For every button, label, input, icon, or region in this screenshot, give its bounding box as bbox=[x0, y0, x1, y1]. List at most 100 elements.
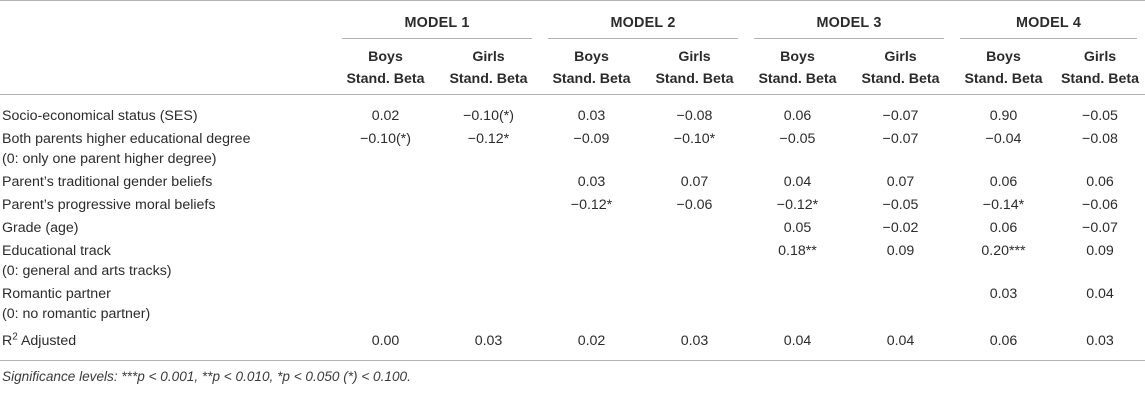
subheader-cell: Boys Stand. Beta bbox=[346, 48, 425, 87]
row-sublabel: (0: only one parent higher degree) bbox=[2, 150, 217, 167]
table-cell: −0.05 bbox=[779, 130, 816, 147]
table-cell: −0.07 bbox=[882, 107, 919, 124]
table-cell: 0.06 bbox=[989, 332, 1018, 349]
table-cell bbox=[437, 192, 540, 215]
r2-label: R2 Adjusted bbox=[2, 330, 77, 349]
model-4-header: MODEL 4 bbox=[1015, 14, 1082, 31]
model-4-rule bbox=[960, 37, 1137, 39]
table-cell: −0.10(*) bbox=[360, 130, 411, 147]
table-row: Socio-economical status (SES) 0.02 −0.10(*… bbox=[0, 94, 1145, 126]
subheader-cell: Girls Stand. Beta bbox=[861, 48, 940, 87]
row-sublabel: (0: general and arts tracks) bbox=[2, 262, 172, 279]
row-label: Both parents higher educational degree (0… bbox=[2, 130, 251, 167]
table-cell: 0.03 bbox=[577, 173, 606, 190]
regression-table-figure: MODEL 1 MODEL 2 MODEL 3 MODEL 4 Boys Stan… bbox=[0, 0, 1145, 384]
subheader-cell: Boys Stand. Beta bbox=[552, 48, 631, 87]
model-3-header: MODEL 3 bbox=[816, 14, 882, 31]
table-cell: −0.05 bbox=[882, 196, 919, 213]
row-sublabel: (0: no romantic partner) bbox=[2, 305, 151, 322]
table-cell: −0.02 bbox=[882, 219, 919, 236]
table-cell: −0.14* bbox=[982, 196, 1025, 213]
subheader-cell: Girls Stand. Beta bbox=[1060, 48, 1140, 87]
table-cell bbox=[643, 215, 746, 238]
table-cell bbox=[334, 169, 437, 192]
table-cell: 0.04 bbox=[783, 332, 812, 349]
table-cell: −0.07 bbox=[882, 130, 919, 147]
row-label: Parent’s traditional gender beliefs bbox=[2, 173, 213, 190]
table-cell bbox=[540, 238, 643, 281]
table-cell: 0.03 bbox=[989, 285, 1018, 302]
table-cell bbox=[334, 215, 437, 238]
table-cell: −0.12* bbox=[467, 130, 510, 147]
table-cell: 0.04 bbox=[886, 332, 915, 349]
significance-footnote: Significance levels: ***p < 0.001, **p <… bbox=[2, 368, 411, 384]
row-label: Parent’s progressive moral beliefs bbox=[2, 196, 216, 213]
table-cell bbox=[540, 281, 643, 324]
table-cell: 0.06 bbox=[989, 173, 1018, 190]
table-cell bbox=[643, 238, 746, 281]
table-cell: −0.06 bbox=[1082, 196, 1118, 213]
table-row: Parent’s traditional gender beliefs 0.03 0… bbox=[0, 169, 1145, 192]
table-cell: 0.02 bbox=[371, 107, 400, 124]
table-cell: 0.03 bbox=[680, 332, 709, 349]
table-cell: −0.08 bbox=[676, 107, 713, 124]
table-row: Both parents higher educational degree (0… bbox=[0, 126, 1145, 169]
model-1-header: MODEL 1 bbox=[404, 14, 470, 31]
table-cell: 0.09 bbox=[886, 242, 915, 259]
row-label: Socio-economical status (SES) bbox=[2, 107, 198, 124]
subheader-row: Boys Stand. Beta Girls Stand. Beta Boys Sta… bbox=[0, 39, 1145, 94]
subheader-cell: Boys Stand. Beta bbox=[964, 48, 1043, 87]
row-label: Romantic partner (0: no romantic partner) bbox=[2, 285, 151, 322]
table-cell: 0.03 bbox=[474, 332, 503, 349]
table-cell: −0.05 bbox=[1082, 107, 1118, 124]
table-cell: 0.06 bbox=[1086, 173, 1114, 190]
table-cell bbox=[334, 281, 437, 324]
table-row: Educational track (0: general and arts tr… bbox=[0, 238, 1145, 281]
table-row: Romantic partner (0: no romantic partner)… bbox=[0, 281, 1145, 324]
table-row: Grade (age) 0.05 −0.02 0.06 −0.07 bbox=[0, 215, 1145, 238]
table-cell: −0.08 bbox=[1082, 130, 1118, 147]
model-header-row: MODEL 1 MODEL 2 MODEL 3 MODEL 4 bbox=[0, 8, 1145, 38]
model-2-rule bbox=[548, 37, 738, 39]
table-cell: −0.12* bbox=[570, 196, 613, 213]
table-cell: −0.07 bbox=[1082, 219, 1118, 236]
table-cell bbox=[334, 238, 437, 281]
table-cell: 0.00 bbox=[371, 332, 400, 349]
table-cell: 0.06 bbox=[783, 107, 812, 124]
table-cell: −0.12* bbox=[776, 196, 819, 213]
table-cell bbox=[437, 169, 540, 192]
table-cell: −0.04 bbox=[985, 130, 1022, 147]
model-2-header: MODEL 2 bbox=[610, 14, 676, 31]
table-cell: 0.07 bbox=[680, 173, 709, 190]
table-cell: 0.04 bbox=[783, 173, 812, 190]
subheader-cell: Boys Stand. Beta bbox=[758, 48, 837, 87]
table-cell bbox=[334, 192, 437, 215]
table-cell: −0.09 bbox=[573, 130, 610, 147]
table-row: Parent’s progressive moral beliefs −0.12*… bbox=[0, 192, 1145, 215]
table-cell bbox=[643, 281, 746, 324]
table-cell: −0.10* bbox=[673, 130, 716, 147]
table-cell: 0.03 bbox=[1086, 332, 1114, 349]
table-cell bbox=[746, 281, 849, 324]
table-cell bbox=[437, 238, 540, 281]
table-cell: 0.07 bbox=[886, 173, 915, 190]
table-cell bbox=[540, 215, 643, 238]
r2-row: R2 Adjusted 0.00 0.03 0.02 0.03 0.04 0.0… bbox=[0, 324, 1145, 361]
table-cell: −0.06 bbox=[676, 196, 713, 213]
table-cell bbox=[437, 281, 540, 324]
table-cell: 0.06 bbox=[989, 219, 1018, 236]
regression-table: MODEL 1 MODEL 2 MODEL 3 MODEL 4 Boys Stan… bbox=[0, 0, 1145, 361]
table-cell bbox=[437, 215, 540, 238]
table-cell: 0.03 bbox=[577, 107, 606, 124]
table-cell: 0.20*** bbox=[981, 242, 1026, 259]
row-label: Grade (age) bbox=[2, 219, 79, 236]
table-cell: 0.90 bbox=[989, 107, 1018, 124]
model-3-rule bbox=[754, 37, 944, 39]
table-cell: 0.02 bbox=[577, 332, 606, 349]
model-1-rule bbox=[342, 37, 532, 39]
table-cell: 0.09 bbox=[1086, 242, 1114, 259]
table-cell: −0.10(*) bbox=[463, 107, 514, 124]
subheader-cell: Girls Stand. Beta bbox=[449, 48, 528, 87]
table-cell: 0.05 bbox=[783, 219, 812, 236]
row-label: Educational track (0: general and arts tr… bbox=[2, 242, 172, 279]
